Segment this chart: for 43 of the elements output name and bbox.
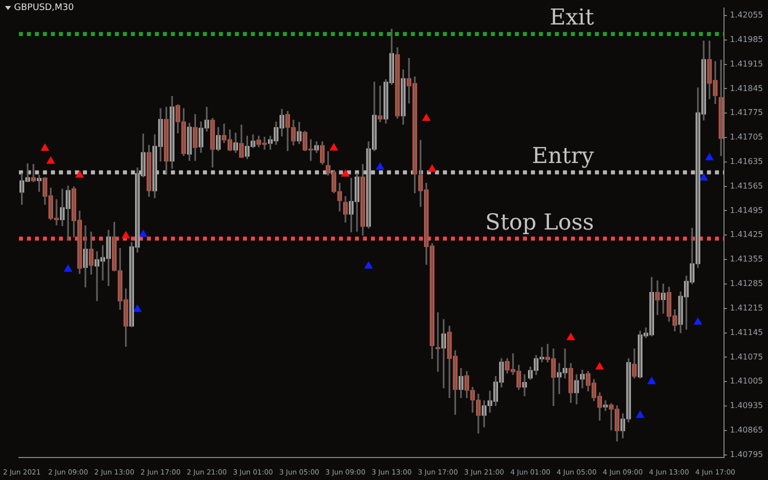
ref-line-label: Entry (532, 144, 594, 170)
point (41, 144, 49, 151)
y-tick-label: 1.41565 (730, 181, 764, 190)
point (376, 162, 384, 170)
ref-line-label: Exit (550, 6, 594, 31)
chart-title: GBPUSD,M30 (14, 3, 74, 13)
point (133, 304, 142, 312)
y-tick-label: 1.41845 (730, 84, 764, 93)
y-tick-label: 1.40795 (730, 450, 764, 459)
point (422, 114, 430, 121)
y-tick-label: 1.41775 (730, 108, 764, 118)
y-tick-label: 1.41915 (730, 59, 764, 68)
point (428, 164, 436, 172)
point (596, 362, 604, 370)
y-tick-label: 1.41355 (730, 254, 764, 264)
point (706, 153, 714, 160)
point (341, 170, 350, 177)
y-tick-label: 1.40865 (730, 425, 764, 434)
point (700, 173, 708, 180)
y-tick-label: 1.41285 (730, 279, 764, 288)
y-tick-label: 1.41005 (730, 376, 764, 386)
y-tick-label: 1.41985 (730, 34, 764, 44)
point (566, 333, 575, 340)
point (636, 410, 644, 418)
y-tick-label: 1.41075 (730, 352, 764, 362)
y-tick-label: 1.42055 (730, 10, 764, 20)
point (76, 170, 84, 178)
point (648, 377, 656, 384)
point (364, 262, 373, 269)
y-tick-label: 1.41635 (730, 156, 764, 166)
y-tick-label: 1.40935 (730, 401, 764, 410)
point (64, 264, 72, 272)
point (694, 318, 702, 325)
ref-line-label: Stop Loss (485, 210, 594, 236)
y-tick-label: 1.41705 (730, 132, 764, 142)
point (330, 143, 338, 150)
point (122, 231, 130, 238)
y-tick-label: 1.41145 (730, 328, 764, 337)
y-tick-label: 1.41215 (730, 303, 764, 312)
y-tick-label: 1.41495 (730, 206, 764, 215)
point (139, 230, 148, 237)
y-tick-label: 1.41425 (730, 230, 764, 240)
point (46, 156, 55, 164)
